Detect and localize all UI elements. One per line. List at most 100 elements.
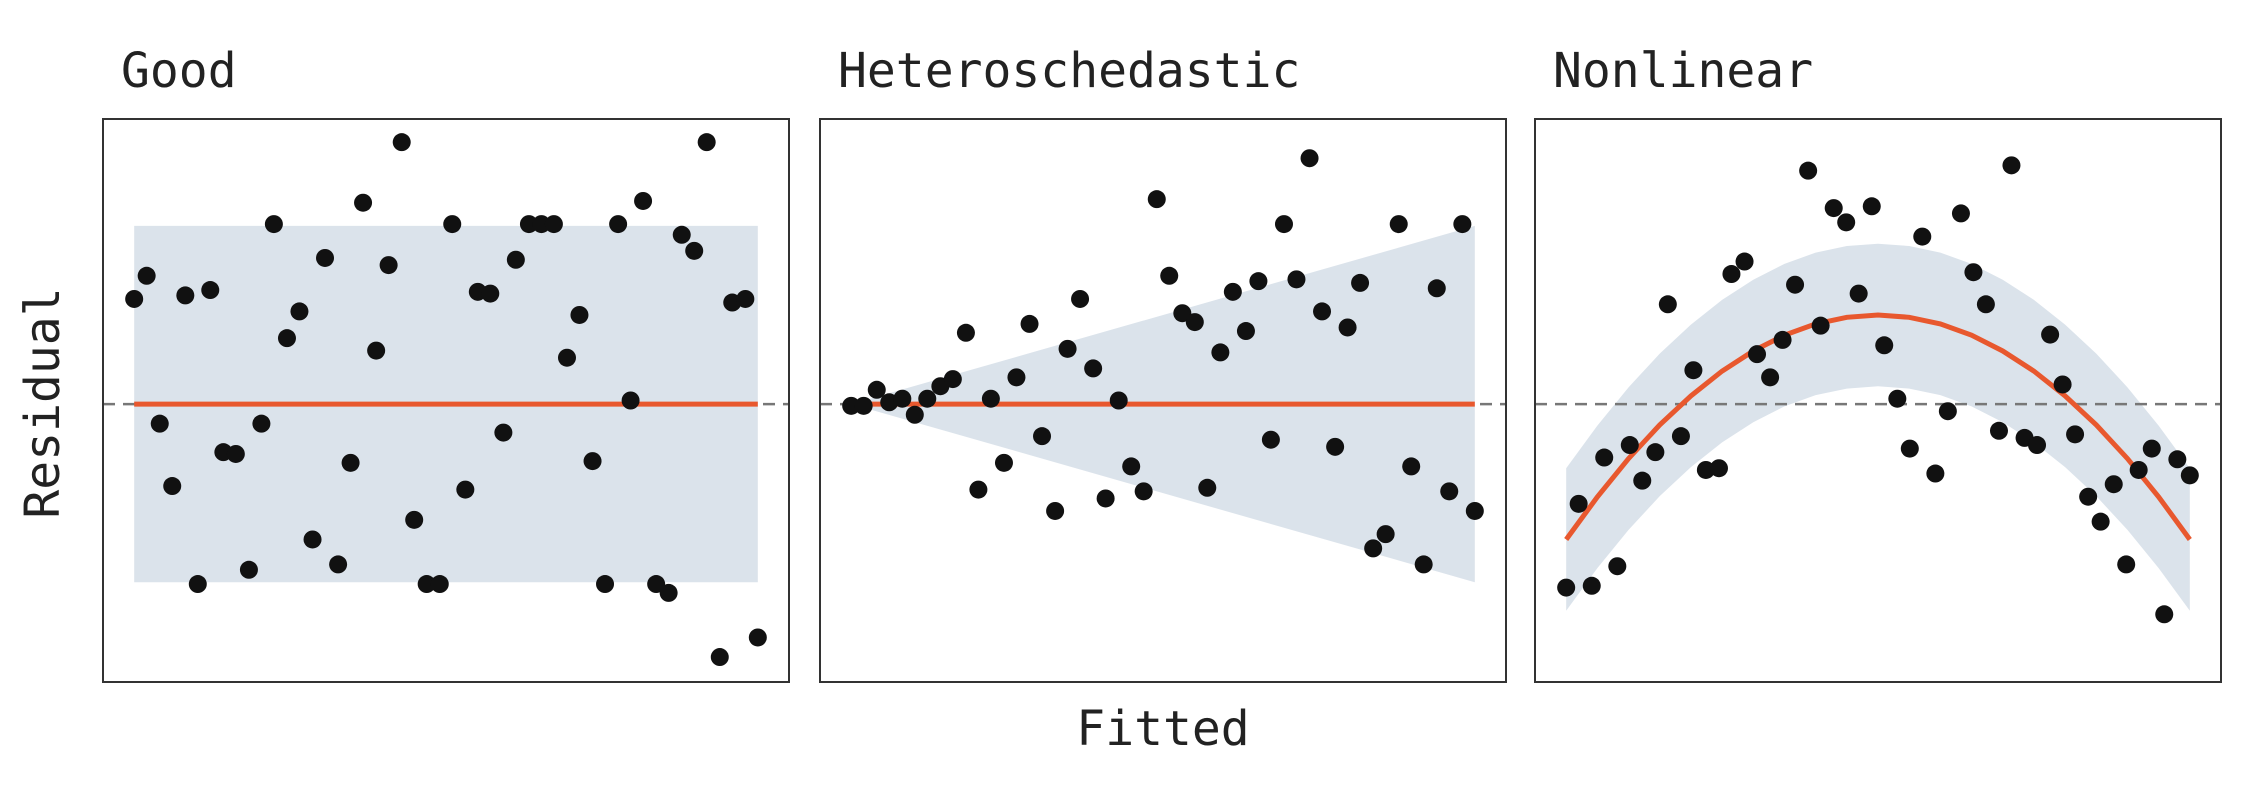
point — [956, 323, 975, 342]
point — [341, 453, 360, 472]
point — [329, 555, 348, 574]
point — [1402, 457, 1421, 476]
point — [1748, 345, 1767, 364]
point — [1799, 161, 1818, 180]
point — [981, 389, 1000, 408]
point — [494, 423, 513, 442]
point — [1465, 501, 1484, 520]
point — [316, 248, 335, 267]
point — [1658, 295, 1677, 314]
point — [2066, 425, 2085, 444]
point — [1185, 313, 1204, 332]
point — [1569, 494, 1588, 513]
x-axis-label: Fitted — [1076, 701, 1249, 757]
panel-frame — [102, 118, 790, 683]
point — [697, 133, 716, 152]
point — [443, 215, 462, 234]
point — [1338, 318, 1357, 337]
point — [609, 215, 628, 234]
point — [1989, 421, 2008, 440]
point — [2041, 325, 2060, 344]
point — [1300, 149, 1319, 168]
panel-title: Nonlinear — [1553, 43, 1813, 99]
point — [1211, 343, 1230, 362]
point — [1709, 459, 1728, 478]
point — [1033, 427, 1052, 446]
point — [1236, 322, 1255, 341]
point — [685, 241, 704, 260]
point — [1198, 478, 1217, 497]
point — [1582, 576, 1601, 595]
point — [1427, 279, 1446, 298]
point — [634, 191, 653, 210]
point — [2104, 475, 2123, 494]
point — [1147, 190, 1166, 209]
point — [1414, 555, 1433, 574]
point — [1058, 339, 1077, 358]
point — [918, 389, 937, 408]
point — [1595, 448, 1614, 467]
point — [1926, 464, 1945, 483]
point — [583, 452, 602, 471]
point — [1223, 282, 1242, 301]
panel-frame — [1534, 118, 2222, 683]
point — [456, 480, 475, 499]
point — [905, 405, 924, 424]
point — [506, 250, 525, 269]
point — [1811, 316, 1830, 335]
confidence-band — [1566, 243, 2190, 611]
point — [1389, 215, 1408, 234]
point — [1646, 443, 1665, 462]
y-axis-label: Residual — [15, 287, 71, 518]
point — [2053, 375, 2072, 394]
point — [264, 215, 283, 234]
point — [532, 215, 551, 234]
point — [405, 510, 424, 529]
point — [188, 575, 207, 594]
point — [2155, 605, 2174, 624]
point — [1071, 289, 1090, 308]
point — [659, 583, 678, 602]
point — [1735, 252, 1754, 271]
point — [943, 370, 962, 389]
point — [994, 453, 1013, 472]
panel-title: Heteroschedastic — [838, 43, 1300, 99]
point — [1326, 437, 1345, 456]
point — [2129, 460, 2148, 479]
point — [1976, 295, 1995, 314]
point — [2180, 466, 2199, 485]
point — [1249, 272, 1268, 291]
point — [647, 575, 666, 594]
point — [557, 348, 576, 367]
point — [226, 444, 245, 463]
point — [1773, 330, 1792, 349]
point — [1761, 368, 1780, 387]
panel: Heteroschedastic — [819, 43, 1507, 683]
point — [1849, 284, 1868, 303]
point — [1173, 304, 1192, 323]
point — [1007, 368, 1026, 387]
point — [1287, 270, 1306, 289]
point — [710, 648, 729, 667]
point — [1888, 389, 1907, 408]
point — [1376, 525, 1395, 544]
point — [2168, 450, 2187, 469]
point — [1696, 460, 1715, 479]
point — [1084, 359, 1103, 378]
point — [1913, 227, 1932, 246]
panel: Good — [102, 43, 790, 683]
point — [867, 380, 886, 399]
point — [1364, 539, 1383, 558]
point — [1875, 336, 1894, 355]
point — [392, 133, 411, 152]
point — [1824, 199, 1843, 218]
point — [303, 530, 322, 549]
point — [1096, 489, 1115, 508]
point — [430, 575, 449, 594]
point — [277, 329, 296, 348]
point — [354, 193, 373, 212]
point — [1837, 213, 1856, 232]
point — [2142, 439, 2161, 458]
point — [1722, 265, 1741, 284]
